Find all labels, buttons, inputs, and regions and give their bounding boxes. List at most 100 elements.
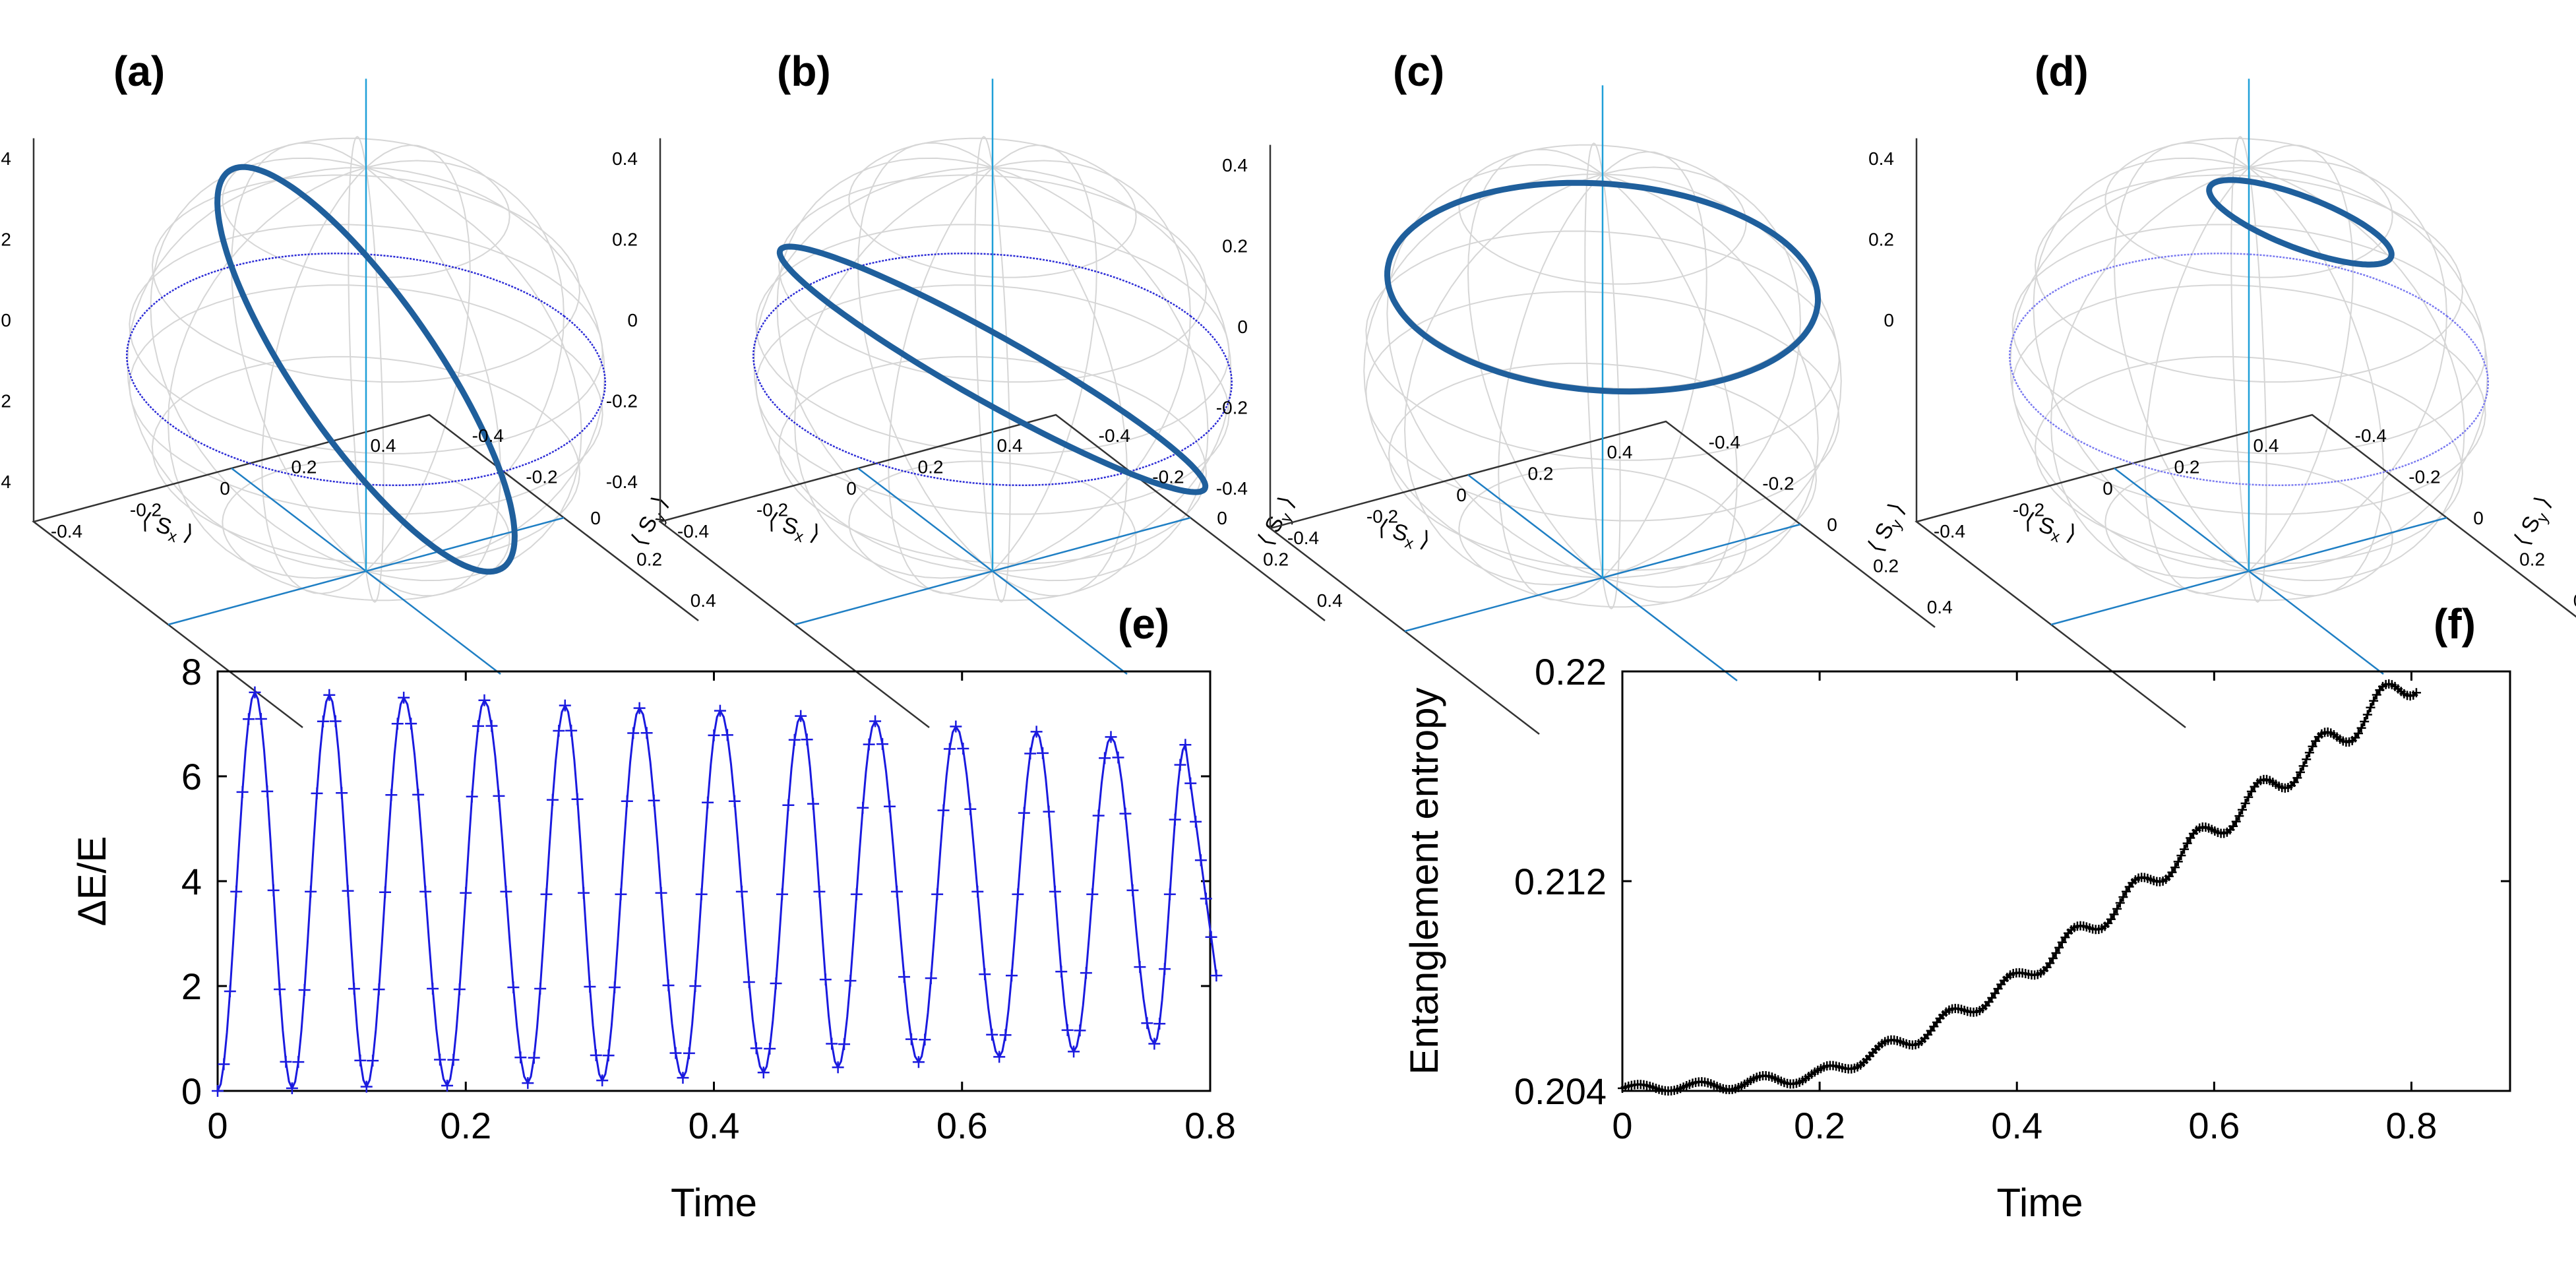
- data-point-marker: [1086, 888, 1099, 900]
- equator-circle: [126, 252, 606, 487]
- data-point-marker: [398, 691, 410, 704]
- data-point-marker: [1153, 1018, 1166, 1030]
- data-point-marker: [728, 795, 741, 807]
- data-markers: [1618, 679, 2421, 1096]
- data-point-marker: [2411, 688, 2421, 698]
- data-point-marker: [986, 1028, 998, 1041]
- data-point-marker: [2240, 799, 2250, 809]
- data-point-marker: [890, 885, 903, 898]
- z-tick-label: 0.4: [1222, 155, 1248, 175]
- data-point-marker: [460, 886, 472, 899]
- x-tick-label: 0: [846, 478, 857, 499]
- data-point-marker: [602, 1049, 615, 1062]
- data-point-marker: [683, 1047, 695, 1059]
- data-series-line: [216, 690, 1217, 1092]
- z-tick-label: 0.2: [0, 230, 11, 250]
- z-tick-label: 0: [1237, 317, 1248, 337]
- data-point-marker: [2112, 904, 2122, 913]
- data-point-marker: [1134, 961, 1146, 973]
- y-tick-label: 0.2: [1873, 555, 1899, 576]
- x-axis-label: ⟨ Sx ⟩: [764, 508, 823, 550]
- data-point-marker: [323, 689, 336, 701]
- x-tick-label: 0.2: [291, 457, 317, 478]
- x-tick-label: 0.2: [440, 1105, 491, 1146]
- data-point-marker: [999, 1029, 1012, 1041]
- data-point-marker: [950, 720, 962, 733]
- data-point-marker: [633, 702, 646, 714]
- data-point-marker: [230, 885, 243, 898]
- data-point-marker: [546, 793, 559, 806]
- data-point-marker: [1163, 888, 1176, 900]
- y-tick-label: 0: [181, 1070, 202, 1112]
- data-point-marker: [689, 980, 702, 992]
- z-tick-label: 0.4: [0, 148, 11, 169]
- y-tick-label: 0.4: [1927, 597, 1953, 617]
- data-point-marker: [1205, 931, 1217, 943]
- data-point-marker: [884, 800, 896, 813]
- data-point-marker: [534, 982, 547, 995]
- data-point-marker: [528, 1051, 540, 1064]
- data-point-marker: [453, 983, 466, 995]
- data-point-marker: [655, 886, 667, 899]
- data-point-marker: [1092, 809, 1105, 822]
- x-tick-label: 0.6: [936, 1105, 988, 1146]
- data-point-marker: [826, 1037, 838, 1050]
- data-point-marker: [1210, 970, 1223, 982]
- data-point-marker: [434, 1053, 446, 1066]
- state-trajectory: [214, 164, 518, 575]
- z-tick-label: 0.2: [612, 230, 638, 250]
- data-series-line: [1622, 683, 2417, 1092]
- x-tick-label: 0.2: [1794, 1105, 1845, 1146]
- data-point-marker: [1105, 731, 1117, 743]
- data-point-marker: [255, 713, 267, 726]
- data-point-marker: [1112, 751, 1124, 764]
- data-point-marker: [1190, 815, 1202, 828]
- y-tick-label: -0.4: [1099, 425, 1130, 446]
- x-tick-label: 0.4: [1991, 1105, 2042, 1146]
- panel-letter: (a): [113, 47, 165, 95]
- data-point-marker: [993, 1051, 1006, 1063]
- x-tick-label: 0.2: [918, 457, 944, 478]
- y-tick-label: -0.2: [1152, 467, 1184, 487]
- data-point-marker: [2295, 767, 2305, 777]
- data-point-marker: [2356, 723, 2366, 733]
- state-trajectory: [776, 243, 1209, 495]
- y-tick-label: -0.2: [2408, 467, 2440, 487]
- z-tick-label: 0: [627, 310, 638, 330]
- data-point-marker: [427, 982, 439, 995]
- data-point-marker: [869, 715, 882, 727]
- y-tick-label: 0.2: [2519, 549, 2545, 569]
- data-point-marker: [1184, 777, 1197, 789]
- data-markers: [212, 686, 1223, 1097]
- x-axis-label: Time: [671, 1181, 757, 1225]
- y-tick-label: 0: [590, 508, 601, 528]
- z-tick-label: -0.2: [1216, 397, 1248, 417]
- data-point-marker: [478, 694, 491, 706]
- data-point-marker: [743, 976, 755, 989]
- data-point-marker: [931, 888, 944, 900]
- data-point-marker: [1099, 752, 1111, 764]
- data-point-marker: [1061, 1024, 1074, 1036]
- data-point-marker: [224, 985, 236, 997]
- data-point-marker: [2173, 857, 2183, 867]
- data-point-marker: [957, 743, 969, 755]
- data-point-marker: [280, 1055, 292, 1068]
- data-point-marker: [898, 971, 910, 983]
- data-point-marker: [500, 885, 512, 898]
- data-point-marker: [2180, 844, 2190, 854]
- x-tick-label: 0.8: [2386, 1105, 2438, 1146]
- y-tick-label: 0.212: [1514, 861, 1607, 902]
- data-point-marker: [342, 884, 354, 897]
- x-tick-label: 0.8: [1184, 1105, 1236, 1146]
- data-point-marker: [1018, 807, 1030, 819]
- data-point-marker: [1169, 813, 1181, 826]
- data-point-marker: [640, 727, 653, 739]
- x-tick-label: -0.4: [51, 521, 82, 541]
- equator-circle: [752, 252, 1233, 487]
- data-point-marker: [485, 720, 498, 732]
- data-point-marker: [466, 790, 478, 803]
- data-point-marker: [2292, 773, 2302, 783]
- data-point-marker: [807, 797, 819, 810]
- data-point-marker: [863, 738, 875, 751]
- data-point-marker: [1141, 1017, 1153, 1030]
